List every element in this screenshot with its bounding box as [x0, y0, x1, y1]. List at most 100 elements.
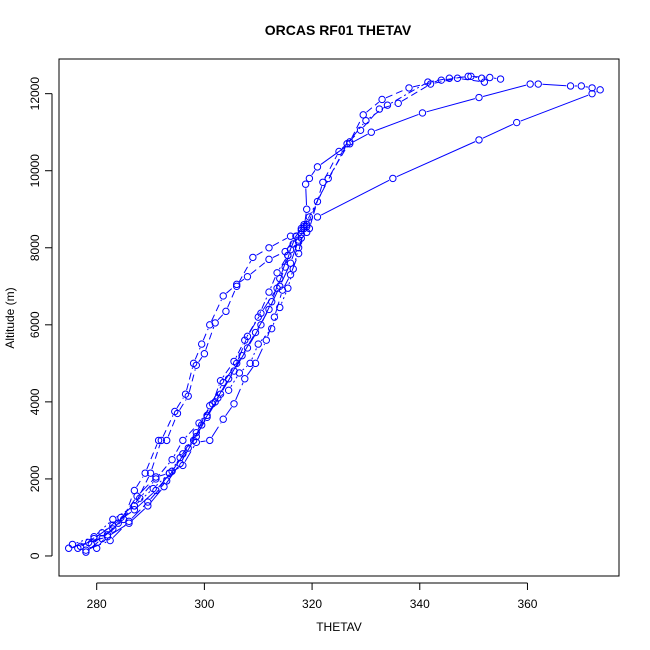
- series-line-segment: [135, 476, 150, 503]
- series-line-segment: [461, 78, 481, 83]
- data-point: [76, 542, 85, 551]
- series-line-segment: [349, 123, 364, 141]
- data-point: [203, 411, 211, 420]
- series-line-segment: [289, 247, 292, 252]
- data-point: [284, 284, 292, 292]
- series-line-segment: [238, 260, 252, 283]
- series-line-segment: [194, 347, 201, 360]
- series-line-segment: [172, 467, 180, 472]
- x-axis-label: THETAV: [316, 620, 362, 634]
- series-line-segment: [150, 483, 165, 500]
- data-point: [265, 305, 273, 314]
- series-line-segment: [272, 237, 288, 247]
- data-point: [125, 519, 133, 527]
- data-point: [130, 486, 139, 495]
- series-line-segment: [237, 340, 247, 360]
- data-point: [267, 324, 276, 333]
- series-line-segment: [390, 83, 425, 104]
- series-line-segment: [110, 521, 121, 533]
- data-point: [192, 361, 201, 369]
- series-line-segment: [185, 425, 197, 438]
- data-point: [588, 84, 596, 92]
- data-point: [486, 73, 494, 82]
- data-point: [179, 450, 187, 458]
- data-point: [152, 473, 160, 481]
- series-line-segment: [305, 188, 308, 206]
- series-line-segment: [293, 251, 299, 266]
- data-point: [149, 484, 157, 493]
- data-point: [64, 544, 73, 552]
- series-line-segment: [294, 231, 298, 235]
- data-point: [534, 80, 542, 88]
- data-point: [192, 438, 201, 447]
- data-point: [206, 402, 214, 410]
- data-point: [92, 544, 101, 552]
- data-point: [475, 93, 483, 102]
- series-line-segment: [311, 170, 316, 176]
- series-line-segment: [105, 519, 118, 531]
- data-point: [302, 205, 311, 213]
- data-point: [477, 74, 486, 82]
- series-line-segment: [243, 335, 254, 353]
- series-line-segment: [188, 369, 196, 393]
- series-line-segment: [174, 451, 187, 469]
- data-point: [313, 197, 322, 206]
- series-line-segment: [431, 78, 446, 82]
- series-line-segment: [222, 364, 233, 378]
- series-line-segment: [262, 291, 276, 311]
- data-point: [273, 269, 281, 277]
- series-line-segment: [158, 462, 170, 477]
- series-line-segment: [304, 213, 307, 225]
- data-point: [224, 386, 233, 395]
- data-point: [294, 249, 303, 258]
- data-point: [257, 321, 265, 329]
- series-line-segment: [307, 205, 317, 223]
- data-point: [222, 307, 230, 316]
- data-point: [445, 74, 454, 82]
- data-point: [289, 265, 297, 273]
- series-line-segment: [366, 101, 380, 113]
- data-point: [243, 272, 252, 281]
- data-point: [257, 309, 265, 317]
- data-point: [214, 394, 222, 402]
- data-point: [203, 413, 211, 421]
- series-line-segment: [396, 141, 476, 178]
- data-point: [313, 163, 322, 171]
- series-line-segment: [220, 392, 226, 396]
- data-point: [232, 280, 241, 289]
- y-tick-label: 10000: [28, 154, 42, 188]
- series-line-segment: [369, 107, 385, 119]
- data-point: [526, 80, 534, 88]
- series-line-segment: [186, 367, 194, 391]
- data-point: [109, 515, 117, 524]
- data-point: [319, 178, 327, 186]
- data-point: [294, 244, 303, 252]
- plot-frame: [58, 58, 620, 577]
- data-point: [243, 332, 252, 341]
- series-line-segment: [272, 311, 279, 325]
- series-line-segment: [136, 476, 144, 488]
- series-line-segment: [287, 231, 300, 249]
- data-point: [238, 351, 246, 360]
- data-point: [184, 392, 192, 400]
- series-line-segment: [225, 366, 235, 380]
- data-point: [200, 350, 209, 358]
- series-line-segment: [222, 374, 233, 391]
- series-line-segment: [211, 422, 222, 438]
- series-line-segment: [211, 299, 222, 322]
- data-point: [90, 533, 98, 541]
- series-line-segment: [205, 326, 215, 350]
- data-point: [286, 232, 295, 240]
- series-line-segment: [217, 314, 224, 321]
- data-point: [265, 255, 273, 264]
- series-line-segment: [213, 384, 220, 400]
- series-line-segment: [242, 365, 248, 371]
- x-axis: 280 300 320 340 360: [87, 582, 538, 611]
- series-line-segment: [184, 445, 195, 463]
- series-line-segment: [227, 289, 236, 308]
- series-line-segment: [270, 276, 276, 289]
- data-point: [232, 282, 241, 290]
- data-point: [165, 469, 174, 477]
- series-line-segment: [256, 343, 265, 360]
- series-line-segment: [123, 500, 138, 515]
